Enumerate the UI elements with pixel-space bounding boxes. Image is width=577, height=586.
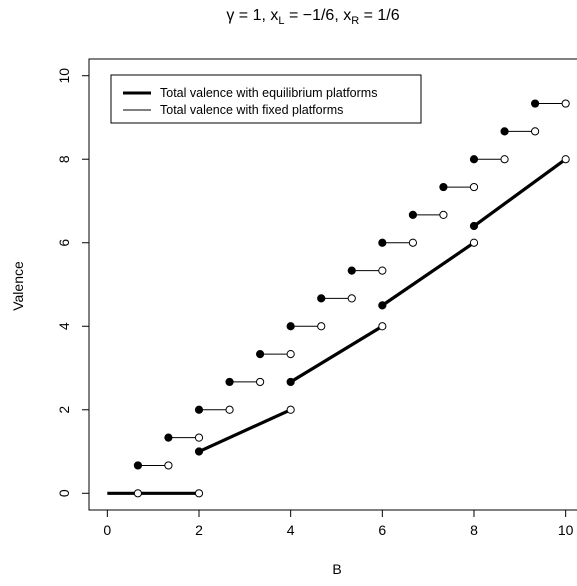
- series-fixed-point-filled: [500, 127, 509, 136]
- series-fixed-point-open: [469, 182, 479, 192]
- series-fixed-point-open: [317, 322, 326, 331]
- series-equilibrium-segment: [473, 157, 567, 228]
- series-fixed-point-filled: [378, 238, 387, 247]
- y-tick-label: 6: [56, 239, 72, 247]
- y-tick-label: 8: [56, 155, 72, 163]
- series-equilibrium-point-filled: [378, 301, 387, 310]
- series-equilibrium-point-filled: [469, 221, 479, 231]
- title-gamma: γ = 1, x: [226, 7, 278, 24]
- x-tick-label: 2: [195, 522, 203, 538]
- series-fixed-point-filled: [439, 182, 448, 192]
- legend-box: [110, 74, 422, 124]
- series-fixed-point-filled: [347, 266, 356, 275]
- legend-label-equilibrium: Total valence with equilibrium platforms: [160, 86, 377, 100]
- series-fixed-point-open: [500, 155, 509, 164]
- y-axis: 0 2 4 6 8 10: [56, 68, 90, 497]
- series-fixed-point-open: [408, 238, 418, 247]
- title-xr-value: = 1/6: [359, 7, 400, 24]
- series-fixed-point-open: [194, 433, 204, 442]
- x-tick-label: 4: [287, 522, 295, 538]
- x-tick-label: 10: [558, 522, 574, 538]
- series-fixed-point-open: [255, 377, 265, 387]
- series-fixed-point-open: [439, 210, 448, 219]
- x-tick-label: 6: [378, 522, 386, 538]
- series-layer: [107, 99, 570, 498]
- series-fixed-point-filled: [133, 461, 143, 470]
- series-equilibrium-point-filled: [194, 447, 204, 456]
- x-tick-label: 0: [103, 522, 111, 538]
- series-equilibrium-point-open: [378, 322, 387, 331]
- series-fixed-point-filled: [530, 99, 540, 108]
- plot-frame: [88, 58, 577, 511]
- series-fixed-point-open: [225, 405, 234, 414]
- series-fixed-point-filled: [286, 322, 295, 331]
- y-tick-label: 0: [56, 489, 72, 497]
- series-equilibrium-segment: [198, 408, 292, 453]
- title-sub-l: L: [278, 15, 284, 27]
- series-fixed-point-open: [561, 99, 570, 108]
- series-equilibrium-point-open: [286, 405, 295, 414]
- title-sub-r: R: [351, 15, 359, 27]
- series-equilibrium-segment: [381, 241, 475, 307]
- series-equilibrium-point-open: [194, 489, 204, 498]
- title-xl-value: = −1/6, x: [285, 7, 352, 24]
- series-equilibrium-point-open: [561, 155, 570, 164]
- y-axis-title: Valence: [10, 261, 26, 311]
- series-equilibrium-segment: [289, 324, 384, 384]
- y-tick-label: 2: [56, 406, 72, 414]
- series-fixed-point-filled: [255, 350, 265, 359]
- series-fixed-point-open: [286, 350, 295, 359]
- x-tick-label: 8: [470, 522, 478, 538]
- x-axis: 0 2 4 6 8 10: [103, 509, 574, 538]
- series-fixed-point-open: [164, 461, 173, 470]
- chart-title: γ = 1, xL = −1/6, xR = 1/6: [226, 7, 399, 27]
- series-fixed-point-filled: [225, 377, 234, 387]
- y-tick-label: 10: [56, 68, 72, 84]
- series-fixed-point-filled: [164, 433, 173, 442]
- series-fixed-point-open: [347, 294, 356, 303]
- series-fixed-point-filled: [194, 405, 204, 414]
- y-tick-label: 4: [56, 322, 72, 330]
- series-fixed-point-filled: [317, 294, 326, 303]
- x-axis-title: B: [332, 561, 341, 577]
- series-fixed-point-open: [378, 266, 387, 275]
- series-equilibrium-point-open: [469, 238, 479, 247]
- series-equilibrium-point-filled: [286, 377, 295, 387]
- legend-label-fixed: Total valence with fixed platforms: [160, 103, 343, 117]
- series-fixed-point-filled: [408, 210, 418, 219]
- extra-point: [133, 489, 143, 498]
- legend: Total valence with equilibrium platforms…: [110, 74, 422, 124]
- series-fixed-point-filled: [469, 155, 479, 164]
- series-fixed-point-open: [530, 127, 540, 136]
